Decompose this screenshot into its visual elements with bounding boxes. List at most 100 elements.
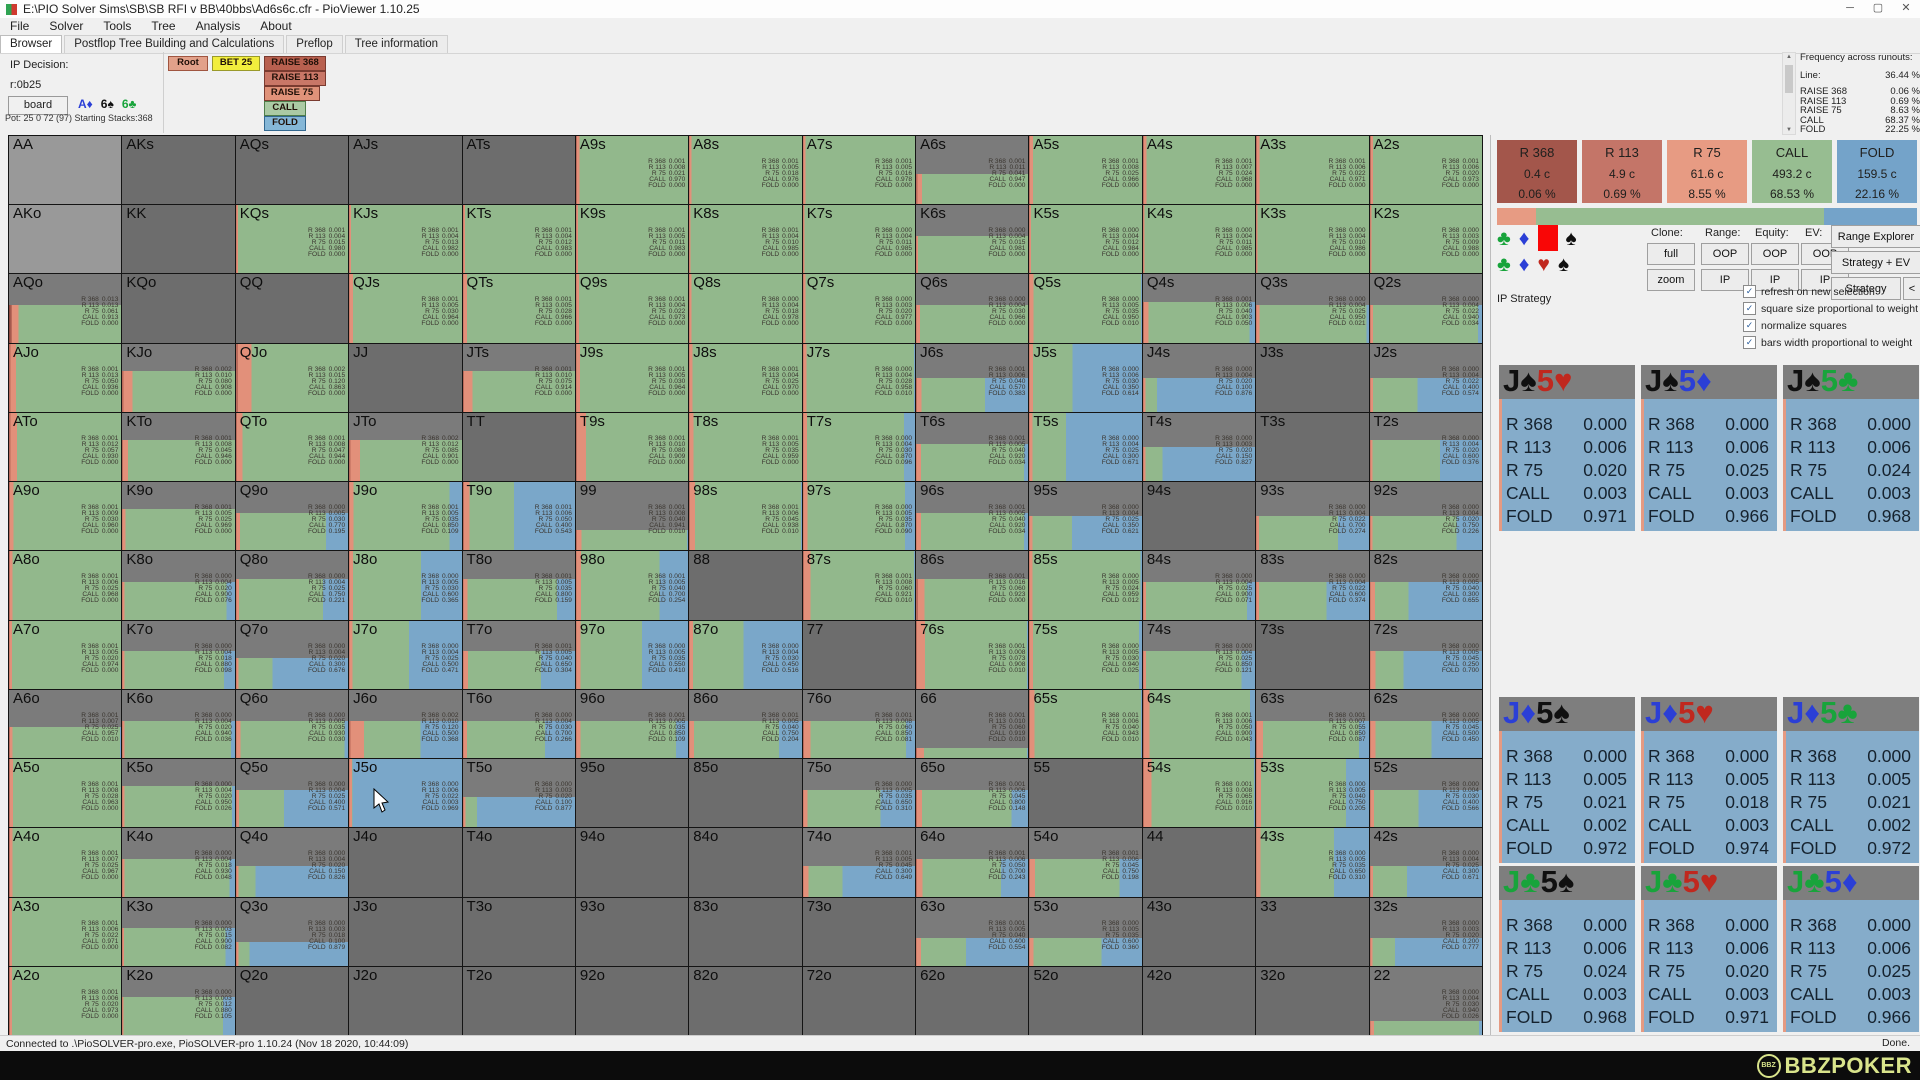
grid-cell-J6s[interactable]: R 368 0.001 R 113 0.006 R 75 0.040 CALL 0.570 FO… — [916, 343, 1030, 413]
grid-cell-T8s[interactable]: R 368 0.001 R 113 0.005 R 75 0.035 CALL 0.959 FO… — [689, 412, 803, 483]
grid-cell-KQo[interactable]: KQo — [122, 274, 236, 344]
grid-cell-Q7s[interactable]: R 368 0.000 R 113 0.003 R 75 0.020 CALL 0.977 FO… — [802, 274, 917, 344]
grid-cell-J4o[interactable]: J4o — [349, 828, 463, 898]
grid-cell-Q5o[interactable]: R 368 0.000 R 113 0.004 R 75 0.025 CALL 0.400 FO… — [235, 759, 350, 829]
tree-node-fold[interactable]: FOLD — [264, 116, 306, 131]
checkbox-refresh-on-new-selection[interactable]: ✓ refresh on new selection — [1743, 285, 1875, 298]
grid-cell-54s[interactable]: R 368 0.001 R 113 0.008 R 75 0.065 CALL 0.916 FO… — [1142, 759, 1257, 829]
grid-cell-J9s[interactable]: R 368 0.001 R 113 0.005 R 75 0.030 CALL 0.964 FO… — [575, 343, 690, 413]
grid-cell-T2o[interactable]: T2o — [462, 966, 576, 1036]
scroll-thumb[interactable] — [1785, 65, 1793, 93]
tool-button-oop-2[interactable]: OOP — [1751, 243, 1799, 265]
grid-cell-42s[interactable]: R 368 0.000 R 113 0.004 R 75 0.025 CALL 0.300 FO… — [1369, 828, 1483, 898]
tool-button-ip-2[interactable]: IP — [1751, 269, 1799, 291]
grid-cell-65s[interactable]: R 368 0.001 R 113 0.006 R 75 0.040 CALL 0.943 FO… — [1029, 689, 1143, 760]
close-button[interactable]: ✕ — [1901, 2, 1911, 14]
grid-cell-93s[interactable]: R 368 0.000 R 113 0.004 R 75 0.022 CALL 0.700 FO… — [1256, 482, 1370, 552]
hand-combo-Jd5c[interactable]: J♦5♣ R 368 0.000 R 113 0.005 R 75 0.021 CALL 0.0… — [1783, 695, 1919, 863]
grid-cell-K8o[interactable]: R 368 0.000 R 113 0.004 R 75 0.020 CALL 0.900 FO… — [122, 551, 236, 621]
grid-cell-J5s[interactable]: R 368 0.000 R 113 0.006 R 75 0.030 CALL 0.350 FO… — [1029, 343, 1143, 413]
grid-cell-K5o[interactable]: R 368 0.000 R 113 0.004 R 75 0.020 CALL 0.950 FO… — [122, 759, 236, 829]
grid-cell-72o[interactable]: 72o — [802, 966, 917, 1036]
grid-cell-85o[interactable]: 85o — [689, 759, 803, 829]
grid-cell-52o[interactable]: 52o — [1029, 966, 1143, 1036]
tool-button-zoom-0[interactable]: zoom — [1647, 269, 1695, 291]
grid-cell-K6o[interactable]: R 368 0.000 R 113 0.004 R 75 0.020 CALL 0.940 FO… — [122, 689, 236, 760]
grid-cell-75o[interactable]: R 368 0.000 R 113 0.005 R 75 0.035 CALL 0.650 FO… — [802, 759, 917, 829]
grid-cell-KJs[interactable]: R 368 0.001 R 113 0.004 R 75 0.013 CALL 0.982 FO… — [349, 205, 463, 275]
grid-cell-98s[interactable]: R 368 0.001 R 113 0.006 R 75 0.045 CALL 0.938 FO… — [689, 482, 803, 552]
grid-cell-T3s[interactable]: T3s — [1256, 412, 1370, 483]
grid-cell-Q2o[interactable]: Q2o — [235, 966, 350, 1036]
grid-cell-T8o[interactable]: R 368 0.001 R 113 0.005 R 75 0.035 CALL 0.800 FO… — [462, 551, 576, 621]
grid-cell-75s[interactable]: R 368 0.000 R 113 0.005 R 75 0.030 CALL 0.940 FO… — [1029, 620, 1143, 690]
grid-cell-87o[interactable]: R 368 0.000 R 113 0.004 R 75 0.030 CALL 0.450 FO… — [689, 620, 803, 690]
grid-cell-ATo[interactable]: R 368 0.001 R 113 0.012 R 75 0.057 CALL 0.930 FO… — [9, 412, 123, 483]
grid-cell-KTs[interactable]: R 368 0.001 R 113 0.004 R 75 0.012 CALL 0.983 FO… — [462, 205, 576, 275]
grid-cell-Q6o[interactable]: R 368 0.000 R 113 0.005 R 75 0.035 CALL 0.930 FO… — [235, 689, 350, 760]
grid-cell-AKs[interactable]: AKs — [122, 136, 236, 206]
grid-cell-Q6s[interactable]: R 368 0.000 R 113 0.004 R 75 0.030 CALL 0.966 FO… — [916, 274, 1030, 344]
hand-combo-Jc5h[interactable]: J♣5♥ R 368 0.000 R 113 0.006 R 75 0.020 CALL 0.0… — [1641, 864, 1777, 1032]
grid-cell-95s[interactable]: R 368 0.000 R 113 0.004 R 75 0.025 CALL 0.350 FO… — [1029, 482, 1143, 552]
suit-icon-d[interactable]: ♦ — [1518, 227, 1530, 250]
grid-cell-A7o[interactable]: R 368 0.001 R 113 0.005 R 75 0.020 CALL 0.974 FO… — [9, 620, 123, 690]
tool-button-ip-1[interactable]: IP — [1701, 269, 1749, 291]
checkbox-normalize-squares[interactable]: ✓ normalize squares — [1743, 319, 1847, 332]
suit-icon-c[interactable]: ♣ — [1497, 227, 1511, 250]
menu-item-tree[interactable]: Tree — [151, 19, 176, 33]
grid-cell-J3s[interactable]: J3s — [1256, 343, 1370, 413]
grid-cell-63s[interactable]: R 368 0.001 R 113 0.007 R 75 0.055 CALL 0.850 FO… — [1256, 689, 1370, 760]
checkbox-icon[interactable]: ✓ — [1743, 285, 1756, 298]
tree-node-call[interactable]: CALL — [264, 101, 306, 116]
suit-icon-c[interactable]: ♣ — [1497, 253, 1511, 276]
grid-cell-A3o[interactable]: R 368 0.001 R 113 0.006 R 75 0.022 CALL 0.971 FO… — [9, 897, 123, 967]
grid-cell-87s[interactable]: R 368 0.001 R 113 0.008 R 75 0.060 CALL 0.921 FO… — [802, 551, 917, 621]
grid-cell-86s[interactable]: R 368 0.001 R 113 0.016 R 75 0.060 CALL 0.923 FO… — [916, 551, 1030, 621]
grid-cell-AA[interactable]: AA — [9, 136, 123, 206]
grid-cell-T4o[interactable]: T4o — [462, 828, 576, 898]
hand-combo-Jd5s[interactable]: J♦5♠ R 368 0.000 R 113 0.005 R 75 0.021 CALL 0.0… — [1499, 695, 1635, 863]
suit-icon-s[interactable]: ♠ — [1565, 227, 1577, 250]
menu-item-tools[interactable]: Tools — [103, 19, 132, 33]
action-header-fold[interactable]: FOLD 159.5 c 22.16 % — [1837, 140, 1917, 203]
grid-cell-J5o[interactable]: R 368 0.000 R 113 0.006 R 75 0.022 CALL 0.003 FO… — [349, 759, 463, 829]
grid-cell-A6o[interactable]: R 368 0.001 R 113 0.007 R 75 0.025 CALL 0.957 FO… — [9, 689, 123, 760]
grid-cell-K9s[interactable]: R 368 0.001 R 113 0.005 R 75 0.011 CALL 0.983 FO… — [575, 205, 690, 275]
grid-cell-J3o[interactable]: J3o — [349, 897, 463, 967]
grid-cell-QJs[interactable]: R 368 0.001 R 113 0.005 R 75 0.030 CALL 0.964 FO… — [349, 274, 463, 344]
grid-cell-T9s[interactable]: R 368 0.001 R 113 0.010 R 75 0.080 CALL 0.909 FO… — [575, 412, 690, 483]
tree-node-raise-368[interactable]: RAISE 368 — [264, 56, 326, 71]
hand-combo-Jc5s[interactable]: J♣5♠ R 368 0.000 R 113 0.006 R 75 0.024 CALL 0.0… — [1499, 864, 1635, 1032]
grid-cell-95o[interactable]: 95o — [575, 759, 690, 829]
hand-combo-Jc5d[interactable]: J♣5♦ R 368 0.000 R 113 0.006 R 75 0.025 CALL 0.0… — [1783, 864, 1919, 1032]
maximize-button[interactable]: ▢ — [1872, 2, 1884, 14]
grid-cell-KTo[interactable]: R 368 0.001 R 113 0.008 R 75 0.045 CALL 0.946 FO… — [122, 412, 236, 483]
grid-cell-J9o[interactable]: R 368 0.001 R 113 0.005 R 75 0.035 CALL 0.850 FO… — [349, 482, 463, 552]
tab-browser[interactable]: Browser — [0, 35, 63, 53]
grid-cell-TT[interactable]: TT — [462, 412, 576, 483]
grid-cell-52s[interactable]: R 368 0.000 R 113 0.004 R 75 0.030 CALL 0.400 FO… — [1369, 759, 1483, 829]
scroll-down-icon[interactable]: ▼ — [1786, 127, 1792, 133]
menu-item-file[interactable]: File — [10, 19, 30, 33]
grid-cell-63o[interactable]: R 368 0.001 R 113 0.005 R 75 0.040 CALL 0.400 FO… — [916, 897, 1030, 967]
grid-cell-T9o[interactable]: R 368 0.001 R 113 0.006 R 75 0.050 CALL 0.400 FO… — [462, 482, 576, 552]
grid-cell-53o[interactable]: R 368 0.000 R 113 0.005 R 75 0.035 CALL 0.600 FO… — [1029, 897, 1143, 967]
grid-cell-T5s[interactable]: R 368 0.000 R 113 0.004 R 75 0.025 CALL 0.300 FO… — [1029, 412, 1143, 483]
grid-cell-J7o[interactable]: R 368 0.000 R 113 0.004 R 75 0.025 CALL 0.500 FO… — [349, 620, 463, 690]
checkbox-icon[interactable]: ✓ — [1743, 302, 1756, 315]
grid-cell-94o[interactable]: 94o — [575, 828, 690, 898]
grid-cell-43s[interactable]: R 368 0.000 R 113 0.005 R 75 0.035 CALL 0.650 FO… — [1256, 828, 1370, 898]
grid-cell-76o[interactable]: R 368 0.001 R 113 0.008 R 75 0.060 CALL 0.850 FO… — [802, 689, 917, 760]
grid-cell-T6o[interactable]: R 368 0.000 R 113 0.004 R 75 0.030 CALL 0.700 FO… — [462, 689, 576, 760]
grid-cell-44[interactable]: 44 — [1142, 828, 1257, 898]
grid-cell-73o[interactable]: 73o — [802, 897, 917, 967]
grid-cell-Q8s[interactable]: R 368 0.000 R 113 0.004 R 75 0.018 CALL 0.978 FO… — [689, 274, 803, 344]
grid-cell-K8s[interactable]: R 368 0.001 R 113 0.004 R 75 0.010 CALL 0.985 FO… — [689, 205, 803, 275]
grid-cell-65o[interactable]: R 368 0.001 R 113 0.006 R 75 0.045 CALL 0.800 FO… — [916, 759, 1030, 829]
grid-cell-AJs[interactable]: AJs — [349, 136, 463, 206]
tool-button-oop-1[interactable]: OOP — [1701, 243, 1749, 265]
grid-cell-A8s[interactable]: R 368 0.001 R 113 0.005 R 75 0.018 CALL 0.976 FO… — [689, 136, 803, 206]
grid-cell-T7s[interactable]: R 368 0.000 R 113 0.004 R 75 0.030 CALL 0.870 FO… — [802, 412, 917, 483]
action-header-call[interactable]: CALL 493.2 c 68.53 % — [1752, 140, 1832, 203]
